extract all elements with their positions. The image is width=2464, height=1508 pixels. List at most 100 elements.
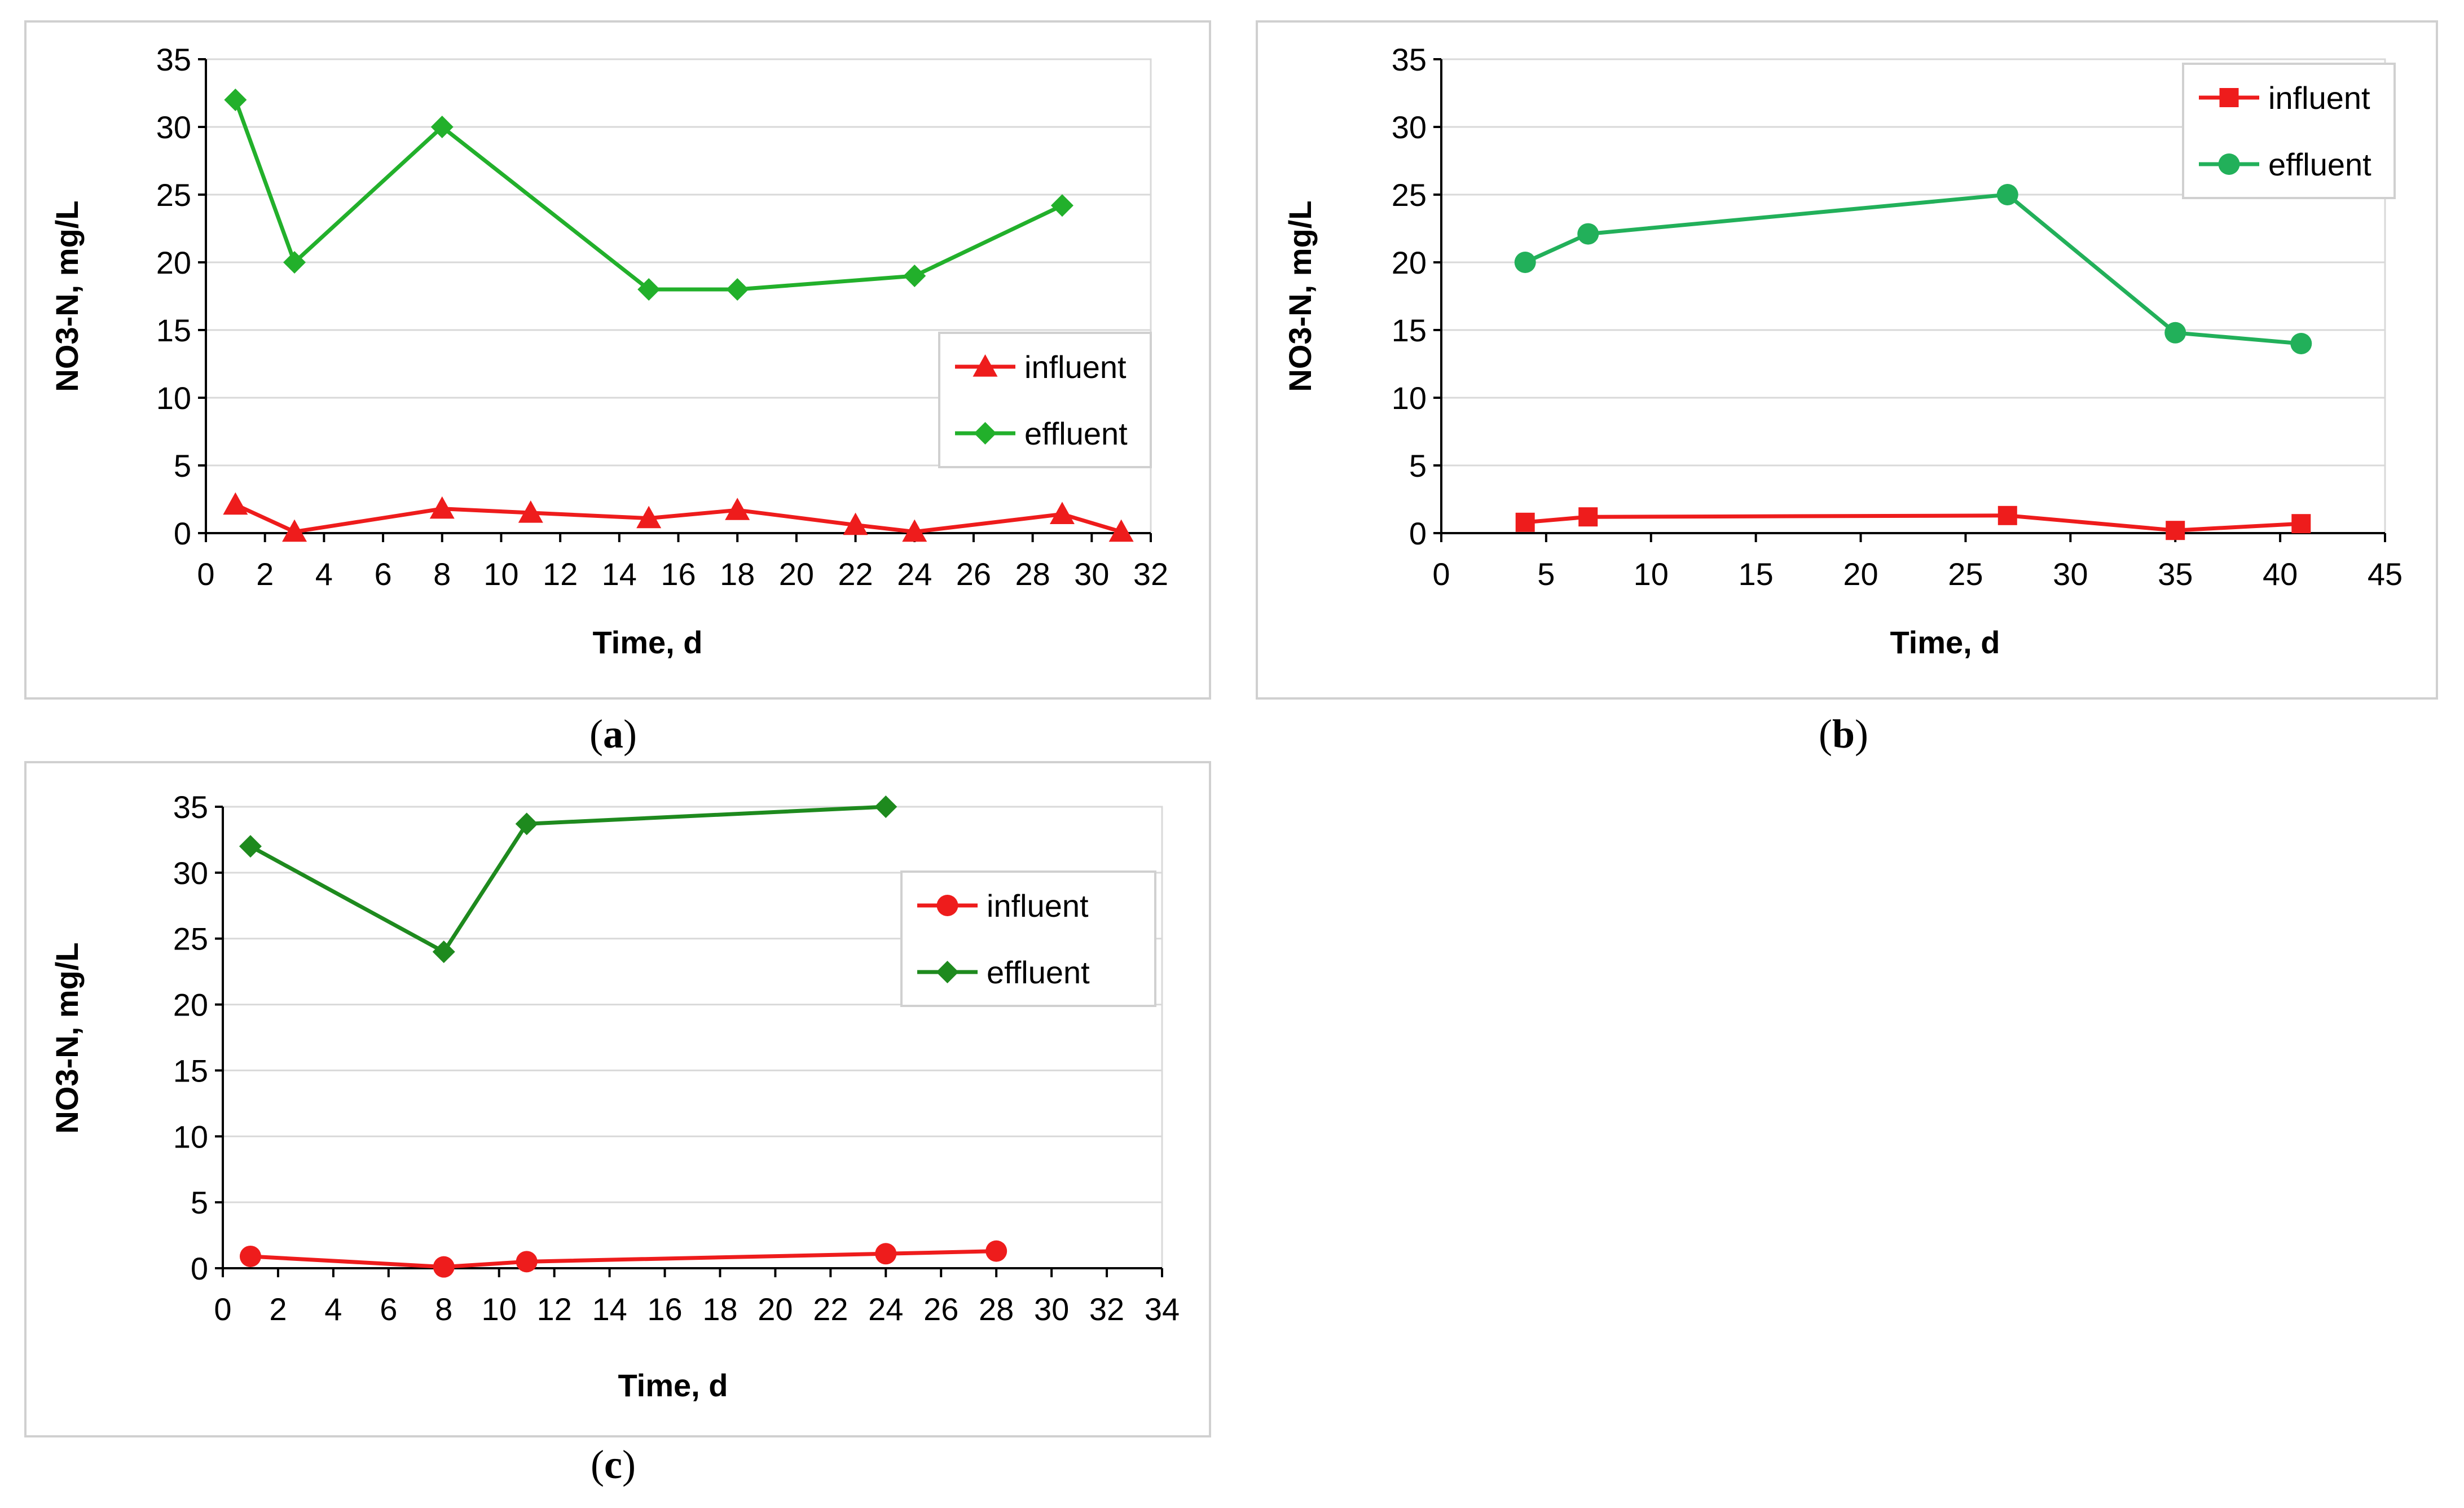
y-tick-label: 20 [173, 987, 208, 1023]
x-tick-label: 16 [661, 556, 696, 592]
data-point-effluent [874, 795, 897, 818]
data-point-influent [725, 498, 750, 520]
data-point-influent [902, 519, 927, 542]
x-tick-label: 10 [1634, 556, 1669, 592]
x-tick-label: 10 [483, 556, 518, 592]
data-point-effluent [726, 278, 749, 301]
x-axis-title: Time, d [1890, 625, 2000, 660]
data-point-effluent [1996, 184, 2018, 205]
data-point-effluent [1514, 252, 1536, 273]
x-tick-label: 26 [923, 1291, 958, 1327]
series-effluent [224, 89, 1073, 301]
x-tick-label: 12 [543, 556, 578, 592]
y-tick-label: 15 [156, 313, 191, 348]
x-axis-title: Time, d [618, 1368, 728, 1403]
data-point-influent [2291, 514, 2311, 534]
x-tick-label: 4 [315, 556, 333, 592]
data-point-influent [239, 1245, 261, 1267]
x-tick-label: 30 [2053, 556, 2088, 592]
y-tick-label: 35 [173, 789, 208, 825]
y-tick-label: 15 [173, 1053, 208, 1088]
legend: influent effluent [2182, 63, 2396, 199]
y-axis-title: NO3-N, mg/L [49, 200, 85, 392]
data-point-effluent [637, 278, 661, 301]
data-point-influent [1108, 519, 1134, 542]
y-tick-label: 20 [1392, 245, 1427, 280]
data-point-influent [282, 519, 307, 542]
x-tick-label: 24 [897, 556, 932, 592]
series-line-effluent [248, 804, 888, 954]
x-tick-label: 20 [758, 1291, 793, 1327]
data-point-effluent [2290, 333, 2312, 354]
legend-marker-effluent [2218, 153, 2240, 175]
x-tick-label: 20 [779, 556, 814, 592]
data-point-effluent [2164, 322, 2186, 344]
x-tick-label: 14 [592, 1291, 627, 1327]
y-tick-label: 25 [156, 177, 191, 213]
panel-caption: (a) [589, 711, 637, 757]
x-tick-label: 32 [1133, 556, 1168, 592]
legend-box [938, 332, 1152, 468]
panel-caption: (b) [1819, 711, 1868, 757]
y-tick-label: 10 [156, 380, 191, 416]
chart-panel-b: 0 5 10 15 20 25 30 35 0 5 10 15 20 25 30 35 40 45 Time, d N… [1256, 20, 2438, 700]
x-tick-label: 34 [1145, 1291, 1180, 1327]
y-tick-label: 30 [156, 109, 191, 145]
x-tick-label: 8 [435, 1291, 452, 1327]
series-influent [223, 492, 1134, 542]
y-tick-label: 0 [1409, 516, 1427, 551]
y-tick-label: 30 [1392, 109, 1427, 145]
y-tick-label: 0 [191, 1251, 208, 1286]
x-tick-label: 35 [2158, 556, 2193, 592]
legend-label-influent: influent [1024, 349, 1127, 385]
data-point-influent [1049, 502, 1075, 524]
series-effluent [1514, 184, 2312, 354]
legend: influent effluent [938, 332, 1152, 468]
x-tick-label: 45 [2368, 556, 2403, 592]
series-influent [1515, 505, 2311, 540]
y-axis-title: NO3-N, mg/L [1282, 200, 1318, 392]
series-influent [239, 1240, 1007, 1278]
y-tick-label: 25 [173, 921, 208, 957]
x-tick-label: 12 [536, 1291, 571, 1327]
data-point-effluent [430, 116, 454, 138]
x-tick-label: 22 [813, 1291, 848, 1327]
legend-marker-effluent [936, 961, 959, 983]
x-tick-label: 40 [2263, 556, 2298, 592]
legend-marker-influent [936, 895, 958, 916]
x-tick-label: 30 [1034, 1291, 1069, 1327]
x-tick-label: 30 [1074, 556, 1109, 592]
x-tick-label: 18 [702, 1291, 737, 1327]
legend-label-influent: influent [987, 888, 1089, 924]
y-tick-label: 0 [174, 516, 191, 551]
y-tick-label: 10 [1392, 380, 1427, 416]
legend-box [2182, 63, 2396, 199]
y-tick-label: 25 [1392, 177, 1427, 213]
x-tick-label: 32 [1089, 1291, 1124, 1327]
data-point-influent [1997, 505, 2017, 525]
x-tick-label: 14 [602, 556, 637, 592]
x-tick-label: 22 [838, 556, 873, 592]
x-tick-label: 28 [979, 1291, 1014, 1327]
y-tick-label: 5 [191, 1185, 208, 1220]
x-axis-title: Time, d [592, 625, 702, 660]
data-point-effluent [224, 89, 247, 111]
data-point-effluent [903, 265, 926, 287]
x-tick-label: 4 [324, 1291, 342, 1327]
data-point-effluent [283, 251, 306, 274]
data-point-influent [636, 505, 662, 529]
y-tick-label: 35 [156, 42, 191, 77]
x-tick-label: 24 [868, 1291, 903, 1327]
data-point-effluent [1577, 223, 1599, 245]
x-tick-label: 0 [197, 556, 214, 592]
data-point-influent [433, 1256, 455, 1278]
legend: influent effluent [900, 870, 1156, 1007]
series-line-influent [233, 503, 1124, 534]
legend-label-influent: influent [2268, 80, 2370, 116]
legend-marker-influent [973, 354, 998, 377]
data-point-effluent [1050, 194, 1073, 217]
y-tick-label: 15 [1392, 313, 1427, 348]
x-tick-label: 20 [1843, 556, 1878, 592]
